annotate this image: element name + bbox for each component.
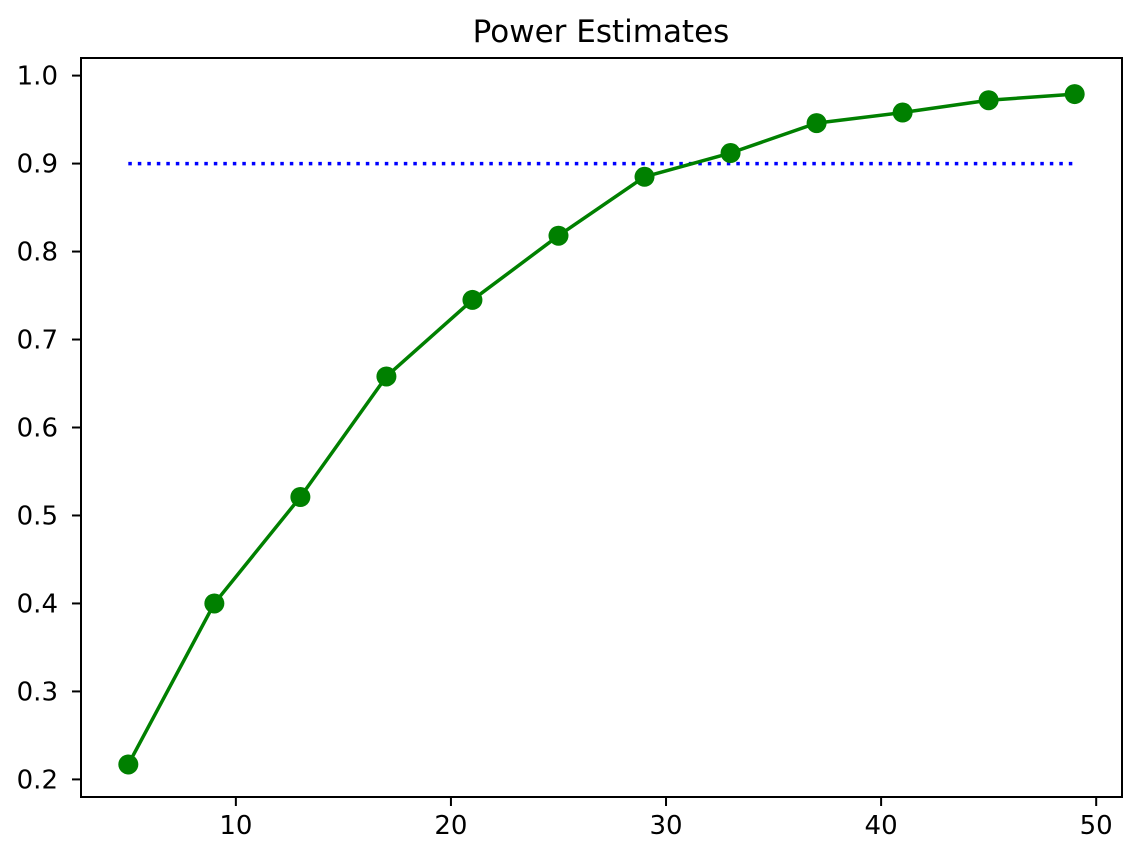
x-axis-tick-label: 40 [865,811,898,841]
x-axis-tick-label: 30 [649,811,682,841]
x-axis-tick-label: 50 [1080,811,1113,841]
y-axis-tick-label: 0.8 [17,238,58,268]
y-axis-tick-label: 0.3 [17,677,58,707]
power-curve-marker [978,90,999,111]
power-curve-marker [548,225,569,246]
power-curve-marker [720,143,741,164]
x-axis-tick-label: 20 [434,811,467,841]
power-curve-marker [204,593,225,614]
power-curve-marker [290,487,311,508]
y-axis-tick-label: 0.5 [17,501,58,531]
plot-area: 10 20 30 40 50 0.2 0.3 0.4 0.5 0.6 0.7 0.8 0.9 1.0 [17,57,1123,841]
power-curve-marker [462,289,483,310]
y-axis-tick-label: 0.2 [17,765,58,795]
power-curve-marker [118,754,139,775]
plot-background [81,58,1122,797]
y-axis-tick-label: 0.4 [17,589,58,619]
power-curve-marker [376,366,397,387]
chart-title: Power Estimates [473,14,730,50]
y-axis-tick-label: 0.7 [17,326,58,356]
y-axis-tick-label: 0.6 [17,414,58,444]
power-curve-marker [634,166,655,187]
x-axis-tick-label: 10 [219,811,252,841]
y-axis-tick-label: 1.0 [17,62,58,92]
power-curve-marker [892,102,913,123]
power-curve-marker [806,113,827,134]
power-curve-line [126,92,1077,767]
power-curve-marker [1064,84,1085,105]
y-axis-tick-label: 0.9 [17,150,58,180]
